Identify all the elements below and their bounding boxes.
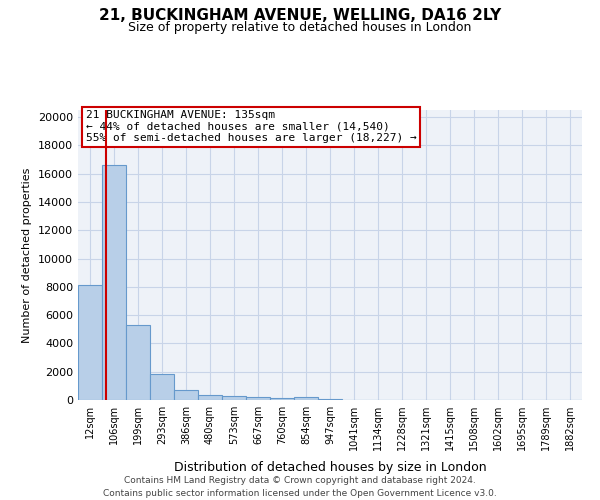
Bar [198, 395, 222, 400]
Bar [102, 165, 126, 400]
Y-axis label: Number of detached properties: Number of detached properties [22, 168, 32, 342]
Bar [246, 397, 270, 400]
Bar [126, 325, 150, 400]
Text: 21, BUCKINGHAM AVENUE, WELLING, DA16 2LY: 21, BUCKINGHAM AVENUE, WELLING, DA16 2LY [99, 8, 501, 22]
Bar [294, 397, 318, 400]
Text: Size of property relative to detached houses in London: Size of property relative to detached ho… [128, 21, 472, 34]
Bar [174, 390, 198, 400]
Bar [222, 396, 246, 400]
Bar [270, 398, 294, 400]
X-axis label: Distribution of detached houses by size in London: Distribution of detached houses by size … [173, 462, 487, 474]
Bar [150, 374, 174, 400]
Text: 21 BUCKINGHAM AVENUE: 135sqm
← 44% of detached houses are smaller (14,540)
55% o: 21 BUCKINGHAM AVENUE: 135sqm ← 44% of de… [86, 110, 416, 143]
Bar [318, 398, 342, 400]
Bar [78, 286, 102, 400]
Text: Contains HM Land Registry data © Crown copyright and database right 2024.
Contai: Contains HM Land Registry data © Crown c… [103, 476, 497, 498]
